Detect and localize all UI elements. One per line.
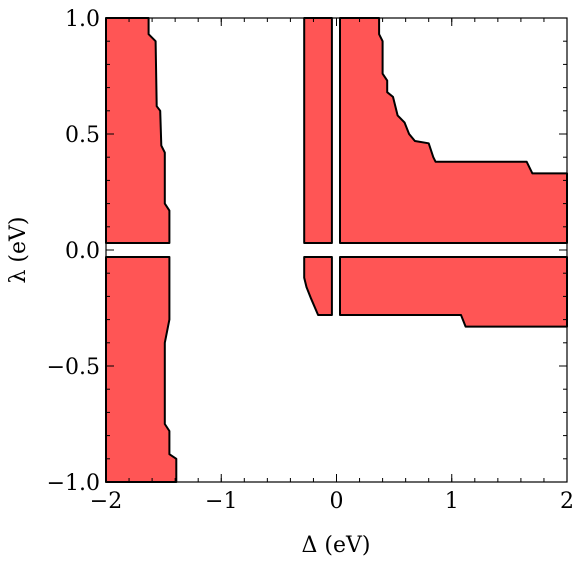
region-left-upper [105, 17, 171, 244]
x-tick-label: 0 [330, 489, 344, 514]
x-tick-label: −1 [205, 489, 237, 514]
region-center-lower [303, 256, 333, 316]
region-center-upper [303, 17, 333, 244]
region-left-lower [105, 256, 178, 483]
ticks-layer [105, 17, 568, 483]
x-tick-label: 2 [560, 489, 574, 514]
tick-labels-layer: −2 −1 0 1 2 −1.0 −0.5 0.0 0.5 1.0 [47, 7, 574, 514]
plot-frame [105, 17, 568, 483]
y-tick-label: 0.0 [65, 239, 100, 264]
x-tick-label: −2 [90, 489, 122, 514]
region-right-lower [339, 256, 568, 328]
y-tick-label: 1.0 [65, 7, 100, 32]
x-tick-label: 1 [445, 489, 459, 514]
y-tick-label: −0.5 [47, 355, 100, 380]
region-right-upper [339, 17, 568, 244]
y-tick-label: −1.0 [47, 471, 100, 496]
y-axis-label: λ (eV) [6, 216, 31, 283]
y-tick-label: 0.5 [65, 123, 100, 148]
regions-layer [105, 17, 568, 483]
x-axis-label: Δ (eV) [302, 533, 371, 558]
